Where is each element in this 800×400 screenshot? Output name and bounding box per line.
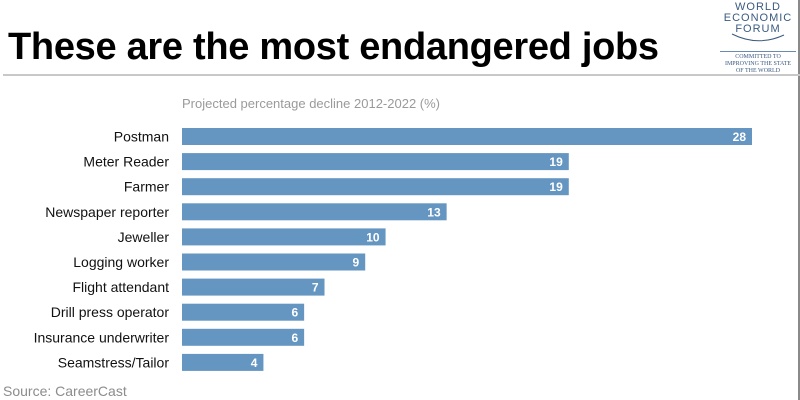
bar-1 bbox=[182, 153, 569, 171]
category-label: Seamstress/Tailor bbox=[58, 354, 170, 370]
title-divider bbox=[3, 74, 800, 76]
category-label: Logging worker bbox=[73, 254, 169, 270]
bar-2 bbox=[182, 178, 569, 196]
bar-0 bbox=[182, 128, 752, 145]
value-label: 28 bbox=[733, 130, 747, 144]
tagline-2: IMPROVING THE STATE bbox=[724, 61, 792, 67]
value-label: 19 bbox=[549, 180, 563, 194]
bar-4 bbox=[182, 228, 386, 246]
value-label: 4 bbox=[251, 356, 258, 370]
logo-line-2: ECONOMIC bbox=[723, 12, 793, 24]
category-label: Meter Reader bbox=[83, 154, 169, 170]
bar-5 bbox=[182, 253, 366, 271]
tagline-3: OF THE WORLD bbox=[735, 68, 781, 74]
value-label: 19 bbox=[549, 155, 563, 169]
category-label: Drill press operator bbox=[51, 304, 170, 320]
bar-7 bbox=[182, 303, 305, 321]
wef-logo: WORLD ECONOMIC FORUM COMMITTED TO IMPROV… bbox=[720, 2, 796, 75]
logo-line-1: WORLD bbox=[735, 1, 781, 13]
frame-border bbox=[798, 0, 800, 400]
value-label: 7 bbox=[312, 281, 319, 295]
logo-line-3: FORUM bbox=[735, 23, 781, 35]
bar-6 bbox=[182, 278, 325, 296]
category-label: Newspaper reporter bbox=[45, 204, 169, 220]
logo-tagline: COMMITTED TO IMPROVING THE STATE OF THE … bbox=[720, 51, 796, 75]
bar-8 bbox=[182, 328, 305, 346]
category-label: Jeweller bbox=[118, 229, 170, 245]
value-label: 6 bbox=[291, 331, 298, 345]
category-label: Flight attendant bbox=[72, 279, 169, 295]
source-note: Source: CareerCast bbox=[3, 383, 127, 399]
logo-swoosh-icon bbox=[731, 33, 785, 42]
bar-3 bbox=[182, 203, 447, 221]
category-label: Postman bbox=[114, 129, 169, 145]
bar-9 bbox=[182, 353, 264, 371]
value-label: 13 bbox=[427, 205, 441, 219]
chart-subtitle: Projected percentage decline 2012-2022 (… bbox=[182, 96, 441, 111]
value-label: 10 bbox=[366, 230, 380, 244]
tagline-1: COMMITTED TO bbox=[735, 54, 781, 60]
value-label: 9 bbox=[353, 256, 360, 270]
chart-title: These are the most endangered jobs bbox=[8, 26, 659, 68]
category-label: Farmer bbox=[124, 179, 169, 195]
category-label: Insurance underwriter bbox=[34, 329, 170, 345]
value-label: 6 bbox=[291, 306, 298, 320]
